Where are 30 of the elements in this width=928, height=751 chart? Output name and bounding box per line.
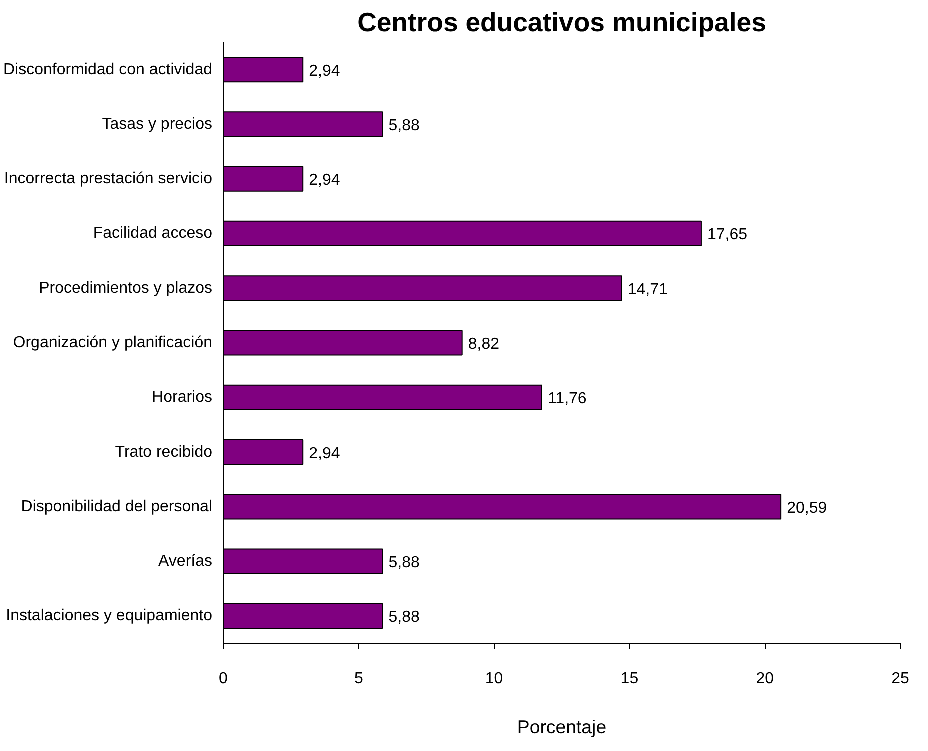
y-tick-label: Averías (158, 553, 212, 570)
data-label: 20,59 (787, 500, 828, 517)
data-label: 11,76 (548, 390, 587, 408)
data-label: 2,94 (309, 445, 340, 462)
x-tick-label: 0 (219, 670, 228, 688)
y-tick-label: Organización y planificación (13, 334, 212, 352)
x-axis-title: Porcentaje (517, 716, 607, 738)
data-label: 14,71 (628, 281, 668, 298)
y-tick-label: Trato recibido (115, 444, 213, 461)
chart-title: Centros educativos municipales (358, 8, 766, 38)
x-tick-label: 15 (620, 670, 639, 688)
data-label: 8,82 (468, 336, 500, 353)
data-label: 5,88 (388, 117, 420, 134)
data-label: 5,88 (388, 554, 420, 572)
x-tick-label: 5 (354, 670, 364, 688)
x-tick-label: 25 (892, 670, 910, 688)
y-tick-label: Tasas y precios (102, 116, 212, 133)
x-tick-label: 10 (485, 670, 504, 688)
y-tick-label: Disponibilidad del personal (21, 498, 212, 516)
y-tick-label: Disconformidad con actividad (4, 61, 213, 78)
y-tick-label: Facilidad acceso (93, 225, 213, 242)
data-label: 2,94 (309, 62, 340, 80)
data-label: 5,88 (388, 609, 420, 626)
y-tick-label: Incorrecta prestación servicio (4, 170, 213, 188)
y-tick-label: Instalaciones y equipamiento (6, 608, 213, 625)
data-label: 2,94 (309, 172, 340, 190)
y-tick-label: Procedimientos y plazos (39, 280, 213, 297)
x-tick-label: 20 (756, 670, 774, 688)
y-tick-label: Horarios (152, 389, 213, 406)
data-label: 17,65 (707, 226, 748, 244)
